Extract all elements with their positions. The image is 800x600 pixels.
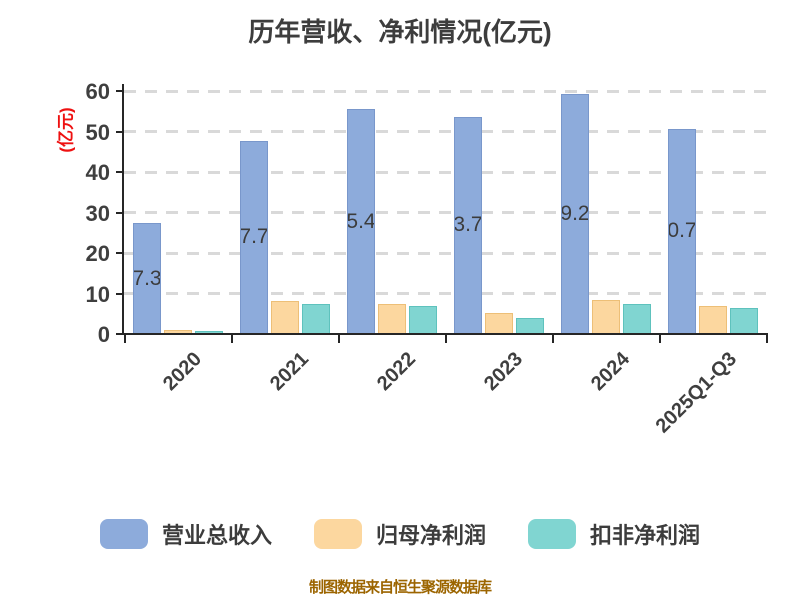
legend-item-net-profit: 归母净利润 — [313, 518, 486, 550]
gridline — [124, 89, 767, 93]
legend-swatch-net-profit — [313, 519, 362, 549]
gridline — [124, 211, 767, 214]
y-tick-mark — [116, 90, 124, 92]
bar-扣非净利润-2024 — [623, 303, 651, 334]
y-tick-mark — [116, 171, 124, 173]
legend-swatch-adjusted-net-profit — [528, 519, 576, 549]
y-tick-label: 10 — [85, 281, 110, 307]
bar-归母净利润-2024 — [592, 300, 620, 334]
legend-label-net-profit: 归母净利润 — [375, 523, 486, 548]
x-tick-mark — [231, 335, 233, 343]
chart-title: 历年营收、净利情况(亿元) — [248, 17, 552, 47]
gridline — [124, 170, 767, 174]
x-tick-mark — [124, 335, 126, 343]
legend-item-revenue: 营业总收入 — [99, 518, 272, 550]
bar-value-label: 59.26 — [561, 201, 589, 225]
bar-value-label: 27.38 — [133, 266, 161, 290]
x-tick-mark — [552, 335, 554, 343]
x-tick-mark — [445, 335, 447, 343]
x-tick-mark — [338, 335, 340, 343]
bar-营业总收入-2022: 55.44 — [347, 109, 375, 334]
x-axis-line — [122, 333, 768, 335]
bar-value-label: 55.44 — [347, 209, 375, 233]
bar-营业总收入-2024: 59.26 — [561, 93, 589, 334]
x-tick-label: 2021 — [266, 348, 314, 396]
x-tick-mark — [659, 335, 661, 343]
x-tick-label: 2022 — [373, 348, 421, 396]
gridline — [124, 251, 767, 255]
legend-item-adjusted-net-profit: 扣非净利润 — [528, 518, 700, 550]
bar-营业总收入-2025Q1-Q3: 50.71 — [668, 128, 696, 334]
x-tick-mark — [766, 335, 768, 343]
y-tick-label: 20 — [85, 241, 110, 266]
y-tick-label: 30 — [85, 200, 110, 226]
gridline — [124, 292, 767, 295]
bar-营业总收入-2020: 27.38 — [133, 223, 161, 334]
legend-label-adjusted-net-profit: 扣非净利润 — [590, 523, 701, 548]
legend-swatch-revenue — [99, 519, 148, 549]
data-source-note: 制图数据来自恒生聚源数据库 — [308, 579, 492, 596]
bar-归母净利润-2021 — [271, 301, 299, 334]
bar-扣非净利润-2025Q1-Q3 — [730, 308, 758, 334]
x-tick-label: 2020 — [159, 348, 207, 396]
bar-value-label: 50.71 — [668, 219, 696, 243]
y-tick-label: 60 — [85, 79, 110, 104]
legend-label-revenue: 营业总收入 — [161, 523, 272, 548]
bar-归母净利润-2023 — [485, 313, 513, 334]
y-tick-mark — [116, 292, 124, 295]
bar-扣非净利润-2023 — [516, 317, 544, 334]
x-tick-label: 2024 — [587, 348, 635, 396]
x-tick-label: 2025Q1-Q3 — [651, 348, 742, 438]
bar-value-label: 53.70 — [454, 213, 482, 237]
y-tick-label: 0 — [97, 322, 110, 347]
bar-扣非净利润-2022 — [409, 305, 437, 334]
bar-营业总收入-2023: 53.70 — [454, 116, 482, 334]
y-tick-mark — [116, 252, 124, 254]
gridline — [124, 130, 767, 133]
bar-归母净利润-2025Q1-Q3 — [699, 305, 727, 334]
bar-营业总收入-2021: 47.77 — [240, 140, 268, 334]
legend: 营业总收入 归母净利润 扣非净利润 — [0, 516, 800, 552]
y-tick-label: 50 — [85, 119, 110, 145]
bar-扣非净利润-2021 — [302, 304, 330, 334]
y-axis-line — [122, 84, 124, 335]
y-tick-mark — [116, 333, 124, 335]
y-tick-label: 40 — [85, 160, 110, 185]
y-tick-mark — [116, 211, 124, 214]
bar-归母净利润-2022 — [378, 303, 406, 334]
bar-value-label: 47.77 — [240, 225, 268, 249]
y-tick-mark — [116, 130, 124, 133]
x-tick-label: 2023 — [480, 348, 528, 396]
